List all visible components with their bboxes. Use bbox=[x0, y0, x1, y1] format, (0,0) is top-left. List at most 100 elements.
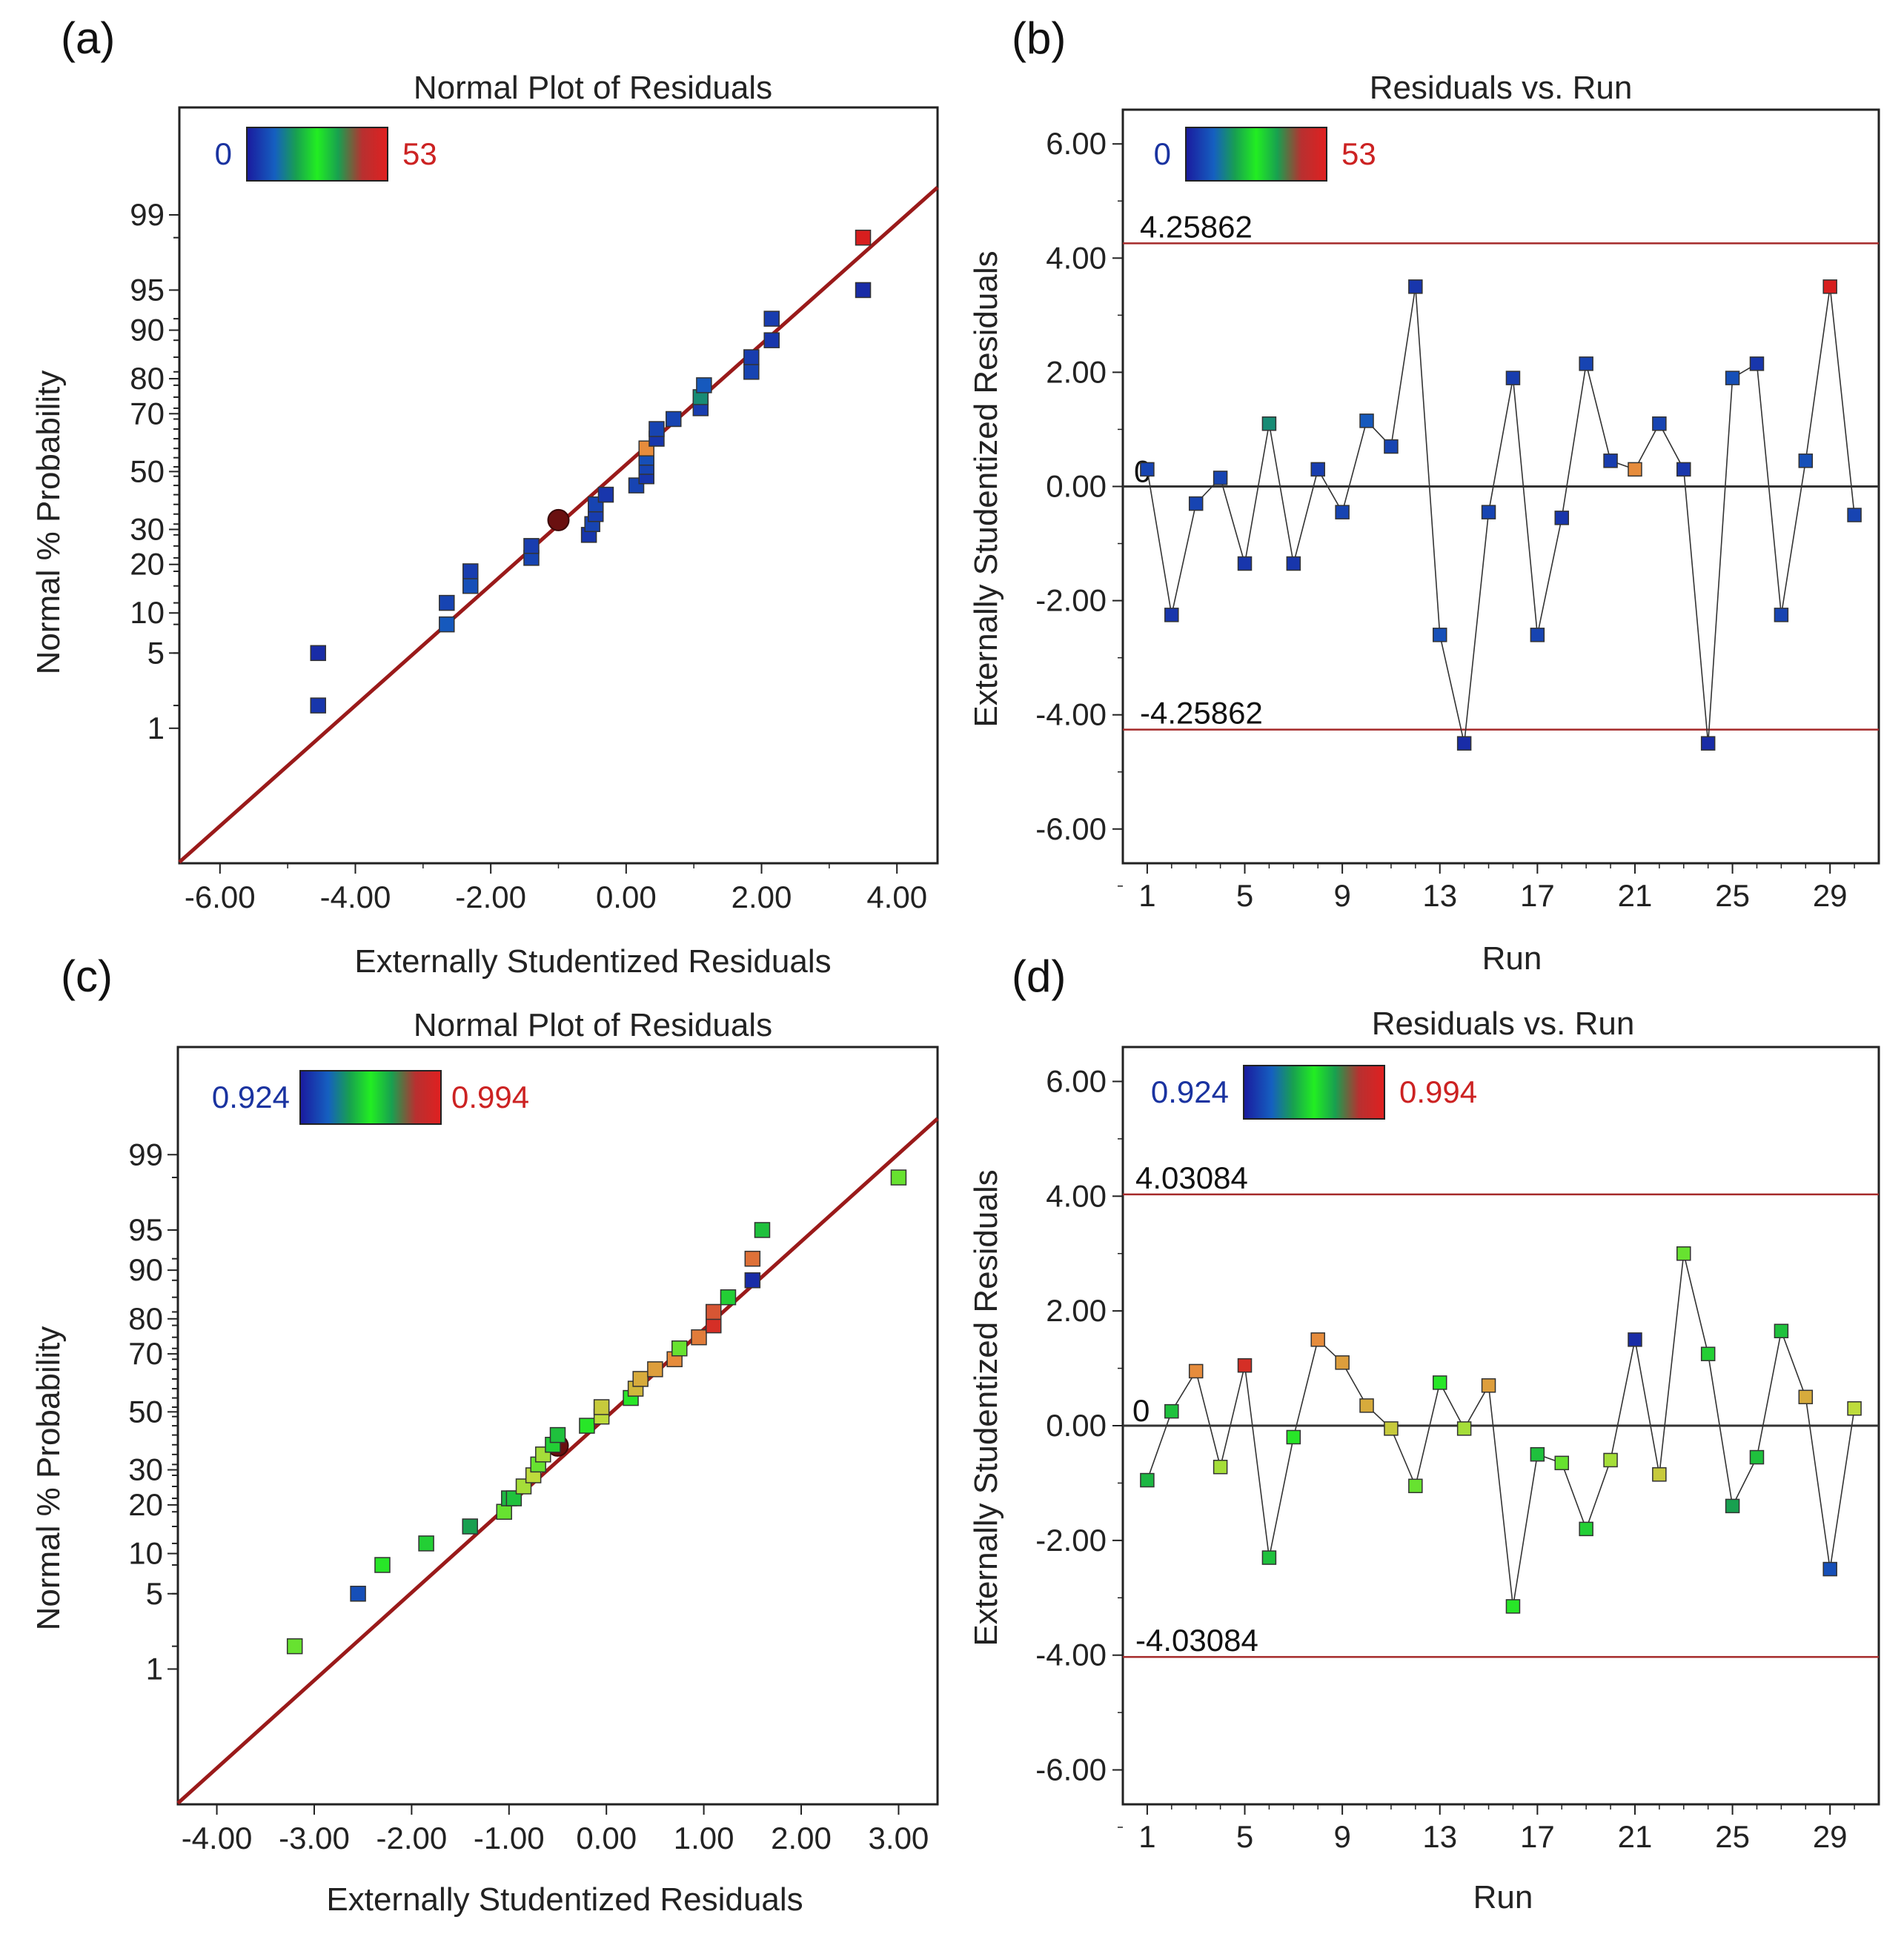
data-point bbox=[1652, 1467, 1667, 1482]
x-tick-label: 4.00 bbox=[866, 880, 927, 914]
panel-c-title: Normal Plot of Residuals bbox=[414, 1007, 772, 1043]
data-point bbox=[1798, 1389, 1814, 1405]
y-tick-label: 0.00 bbox=[1046, 1408, 1107, 1443]
panel-a-ylabel: Normal % Probability bbox=[30, 370, 67, 675]
data-point bbox=[1579, 356, 1593, 371]
x-tick-label: 9 bbox=[1333, 878, 1350, 913]
data-point bbox=[1481, 505, 1496, 519]
y-tick-label: 1 bbox=[146, 1651, 163, 1686]
data-point bbox=[1554, 1455, 1570, 1471]
panel-c-label: (c) bbox=[61, 951, 113, 1001]
x-tick-label: 25 bbox=[1715, 878, 1750, 913]
y-tick-label: 6.00 bbox=[1046, 1063, 1107, 1098]
color-scale-bar bbox=[246, 127, 388, 182]
x-tick-label: -6.00 bbox=[185, 880, 256, 914]
y-tick-label: -6.00 bbox=[1035, 811, 1107, 846]
data-point bbox=[1432, 628, 1447, 642]
data-point bbox=[1628, 1332, 1642, 1347]
data-point bbox=[439, 616, 455, 633]
color-scale-max-label: 0.994 bbox=[451, 1080, 529, 1114]
x-tick-label: 9 bbox=[1333, 1819, 1350, 1854]
data-point bbox=[890, 1169, 907, 1186]
data-point bbox=[855, 229, 872, 246]
data-point bbox=[1676, 1246, 1691, 1261]
data-point bbox=[744, 1250, 761, 1267]
data-point bbox=[350, 1586, 366, 1602]
panel-d-plot: -6.00 -4.00 -2.00 0.00 2.00 4.00 6.00 1 5 9 13 17 21… bbox=[1035, 1046, 1880, 1854]
data-point bbox=[1188, 496, 1204, 511]
panel-c-xlabel: Externally Studentized Residuals bbox=[326, 1881, 803, 1918]
data-point bbox=[1847, 508, 1862, 522]
color-scale-max-label: 0.994 bbox=[1399, 1074, 1477, 1109]
y-tick-label: 99 bbox=[128, 1137, 163, 1172]
data-point bbox=[1579, 1521, 1593, 1537]
y-tick-label: -4.00 bbox=[1035, 697, 1107, 732]
data-point bbox=[1310, 462, 1325, 477]
data-point bbox=[1261, 416, 1277, 431]
data-point bbox=[310, 645, 326, 662]
data-point bbox=[744, 1272, 761, 1289]
color-scale-max-label: 53 bbox=[402, 136, 437, 171]
x-tick-label: 1 bbox=[1138, 878, 1155, 913]
y-tick-label: 95 bbox=[128, 1212, 163, 1247]
x-tick-label: 13 bbox=[1422, 878, 1457, 913]
x-tick-label: 5 bbox=[1236, 878, 1253, 913]
data-point bbox=[763, 332, 780, 348]
panel-d-ylabel: Externally Studentized Residuals bbox=[968, 1169, 1004, 1646]
panel-a-label: (a) bbox=[61, 13, 115, 63]
upper-limit-label: 4.25862 bbox=[1140, 209, 1253, 244]
data-point bbox=[1359, 413, 1374, 428]
y-tick-label: 2.00 bbox=[1046, 354, 1107, 389]
x-tick-label: 17 bbox=[1520, 1819, 1555, 1854]
x-tick-label: 2.00 bbox=[771, 1821, 832, 1855]
panel-c-plot: -4.00 -3.00 -2.00 -1.00 0.00 1.00 2.00 3.00 1 5 10… bbox=[128, 1046, 939, 1855]
y-tick-label: 70 bbox=[128, 1336, 163, 1371]
x-tick-label: 2.00 bbox=[732, 880, 792, 914]
data-point bbox=[593, 1399, 610, 1415]
data-point bbox=[1676, 462, 1691, 477]
data-point bbox=[1822, 279, 1837, 294]
data-point bbox=[1384, 1421, 1399, 1436]
data-point bbox=[1286, 1429, 1301, 1445]
data-point bbox=[666, 411, 682, 428]
panel-d-title: Residuals vs. Run bbox=[1372, 1006, 1635, 1042]
y-tick-label: -6.00 bbox=[1035, 1752, 1107, 1787]
data-point bbox=[632, 1371, 649, 1387]
data-point bbox=[1456, 736, 1472, 751]
y-tick-label: 10 bbox=[130, 595, 165, 630]
color-scale-bar bbox=[1185, 127, 1327, 182]
x-tick-label: 5 bbox=[1236, 1819, 1253, 1854]
data-point bbox=[1237, 556, 1253, 571]
panel-d: (d) Residuals vs. Run Run Externally Stu… bbox=[968, 951, 1880, 1915]
data-point bbox=[1530, 1446, 1545, 1462]
x-tick-label: 0.00 bbox=[576, 1821, 637, 1855]
data-point bbox=[439, 594, 455, 611]
y-tick-label: 4.00 bbox=[1046, 1178, 1107, 1213]
panel-b-ylabel: Externally Studentized Residuals bbox=[968, 250, 1004, 727]
data-point bbox=[1749, 356, 1765, 371]
y-tick-label: 90 bbox=[128, 1252, 163, 1287]
x-tick-label: 3.00 bbox=[869, 1821, 929, 1855]
lower-limit-label: -4.25862 bbox=[1140, 696, 1263, 731]
x-tick-label: -2.00 bbox=[377, 1821, 448, 1855]
data-point bbox=[743, 364, 760, 380]
zero-label: 0 bbox=[1132, 1393, 1150, 1428]
data-point bbox=[706, 1303, 722, 1320]
data-point bbox=[1261, 1550, 1277, 1565]
data-point bbox=[1700, 736, 1716, 751]
series-line bbox=[1147, 1253, 1855, 1607]
color-scale-bar bbox=[299, 1070, 442, 1125]
data-point bbox=[1822, 1561, 1837, 1577]
panel-a: (a) Normal Plot of Residuals Externally … bbox=[30, 13, 939, 980]
y-tick-label: 70 bbox=[130, 396, 165, 431]
y-tick-label: 5 bbox=[146, 1576, 163, 1611]
x-tick-label: 29 bbox=[1813, 1819, 1848, 1854]
x-tick-label: -3.00 bbox=[279, 1821, 350, 1855]
data-point bbox=[1530, 628, 1545, 642]
x-tick-label: 17 bbox=[1520, 878, 1555, 913]
x-tick-label: -4.00 bbox=[320, 880, 391, 914]
data-point bbox=[647, 1361, 663, 1378]
data-point bbox=[1652, 416, 1667, 431]
plot-frame bbox=[176, 1046, 939, 1806]
